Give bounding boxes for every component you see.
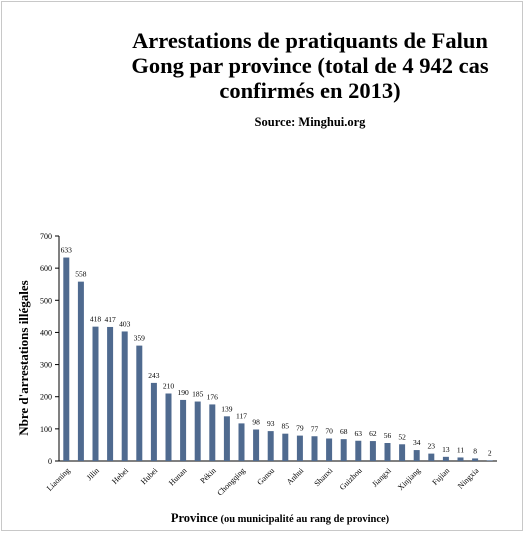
bar [340,439,347,461]
data-label: 2 [488,448,492,457]
chart-title-line: confirmés en 2013) [219,78,401,103]
x-tick-label: Hebei [110,466,130,486]
bar [326,438,333,461]
y-tick-label: 700 [40,232,52,241]
data-label: 93 [267,419,275,428]
data-label: 418 [90,315,102,324]
data-label: 23 [428,442,436,451]
data-label: 34 [413,438,421,447]
data-label: 359 [134,334,146,343]
data-label: 185 [192,390,204,399]
y-tick-label: 400 [40,328,52,337]
bar [194,401,201,461]
chart-subtitle: Source: Minghui.org [254,115,366,129]
x-tick-label: Ningxia [456,466,481,491]
data-label: 190 [177,388,189,397]
bar [267,431,274,461]
bar [180,399,187,461]
x-tick-label: Hubei [139,466,160,487]
data-label: 68 [340,427,348,436]
bar [296,435,303,461]
x-tick-label: Xinjiang [396,466,422,492]
data-label: 210 [163,382,175,391]
y-tick-label: 200 [40,393,52,402]
data-label: 79 [296,424,304,433]
bar [77,281,84,461]
bar [121,331,128,461]
bar [486,460,493,461]
x-tick-label: Pékin [198,466,217,485]
bar [457,457,464,461]
data-label: 11 [457,445,464,454]
x-axis-label-note: (ou municipalité au rang de province) [217,514,390,525]
data-label: 52 [398,432,406,441]
x-tick-label: Gansu [255,466,276,487]
bar [311,436,318,461]
y-tick-label: 600 [40,264,52,273]
bar [399,444,406,461]
bar [63,257,70,461]
data-label: 62 [369,429,377,438]
bar [472,458,479,461]
bar [384,443,391,461]
bar [238,423,245,461]
data-label: 558 [75,270,87,279]
bar [165,393,172,461]
chart-title-line: Gong par province (total de 4 942 cas [131,53,489,78]
x-tick-label: Chongqing [215,466,247,498]
bar [369,441,376,461]
x-tick-label: Guizhou [338,466,364,492]
chart-title: Arrestations de pratiquants de Falun Gon… [100,28,520,103]
y-tick-label: 0 [48,457,52,466]
x-tick-label: Shanxi [312,466,335,489]
x-tick-label: Jilin [85,466,101,482]
bar [223,416,230,461]
data-label: 139 [221,404,233,413]
bar [428,453,435,461]
x-tick-label: Liaoning [45,466,72,493]
bar [355,440,362,461]
chart-title-line: Arrestations de pratiquants de Falun [132,28,488,53]
x-tick-label: Anhui [285,466,306,487]
y-tick-label: 100 [40,425,52,434]
bar [413,450,420,461]
x-tick-label: Hunan [167,466,188,487]
data-label: 13 [442,445,450,454]
data-label: 243 [148,371,160,380]
data-label: 176 [207,392,219,401]
x-axis-label-main: Province [170,511,218,525]
data-label: 63 [355,429,363,438]
bar [209,404,216,461]
data-label: 403 [119,319,131,328]
x-axis-label: Province (ou municipalité au rang de pro… [60,511,500,526]
bar [282,433,289,461]
data-label: 85 [282,422,290,431]
data-label: 77 [311,424,319,433]
data-label: 98 [252,418,260,427]
x-tick-label: Fujian [430,466,451,487]
bar [150,382,157,461]
data-label: 633 [61,246,73,255]
data-label: 56 [384,431,392,440]
data-label: 70 [325,427,333,436]
x-tick-label: Jiangxi [370,466,393,489]
bar [442,456,449,461]
bar [107,326,114,461]
y-tick-label: 500 [40,296,52,305]
data-label: 8 [473,446,477,455]
bar [136,345,143,461]
data-label: 417 [104,315,116,324]
bar [92,326,99,461]
bar [253,429,260,461]
y-tick-label: 300 [40,361,52,370]
data-label: 117 [236,411,247,420]
